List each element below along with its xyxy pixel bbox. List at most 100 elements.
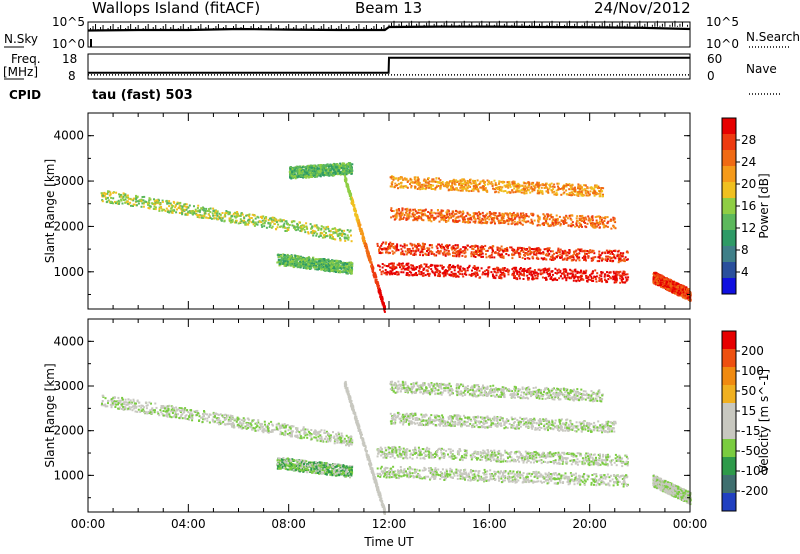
echo-cell bbox=[297, 255, 300, 258]
echo-cell bbox=[316, 258, 318, 261]
echo-cell bbox=[417, 242, 420, 245]
echo-cell bbox=[418, 265, 421, 268]
echo-cell bbox=[341, 169, 344, 171]
echo-cell bbox=[304, 262, 307, 265]
echo-cell bbox=[428, 180, 431, 183]
echo-cell bbox=[447, 245, 449, 248]
echo-cell bbox=[283, 254, 286, 256]
echo-cell bbox=[260, 224, 263, 226]
echo-cell bbox=[413, 252, 416, 255]
echo-cell bbox=[515, 250, 518, 253]
echo-cell bbox=[479, 186, 482, 189]
echo-cell bbox=[475, 188, 478, 191]
echo-cell bbox=[392, 215, 395, 218]
echo-cell bbox=[521, 219, 524, 222]
echo-cell bbox=[486, 212, 489, 215]
echo-cell bbox=[581, 272, 584, 275]
echo-cell bbox=[517, 252, 520, 255]
echo-cell bbox=[518, 183, 520, 186]
nave-label: Nave bbox=[746, 62, 777, 76]
echo-cell bbox=[581, 256, 584, 259]
echo-cell bbox=[557, 185, 559, 188]
echo-cell bbox=[291, 166, 294, 169]
echo-cell bbox=[494, 214, 497, 217]
echo-cell bbox=[297, 175, 300, 178]
echo-cell bbox=[615, 277, 618, 280]
echo-cell bbox=[289, 167, 292, 170]
echo-cell bbox=[575, 279, 578, 282]
echo-cell bbox=[593, 226, 596, 229]
echo-cell bbox=[327, 258, 330, 261]
echo-cell bbox=[453, 272, 456, 275]
echo-cell bbox=[448, 214, 451, 217]
echo-cell bbox=[445, 249, 448, 252]
echo-cell bbox=[435, 251, 438, 254]
echo-cell bbox=[443, 248, 446, 251]
echo-cell bbox=[492, 275, 494, 278]
echo-cell bbox=[405, 274, 408, 276]
echo-cell bbox=[480, 251, 483, 254]
echo-cell bbox=[401, 245, 404, 248]
echo-cell bbox=[107, 199, 110, 202]
echo-cell bbox=[141, 196, 144, 198]
echo-cell bbox=[470, 251, 473, 254]
echo-cell bbox=[307, 262, 310, 265]
echo-cell bbox=[393, 214, 396, 217]
echo-cell bbox=[333, 267, 336, 270]
echo-cell bbox=[499, 270, 502, 273]
echo-cell bbox=[325, 226, 328, 229]
echo-cell bbox=[300, 226, 303, 229]
echo-cell bbox=[481, 221, 484, 224]
echo-cell bbox=[413, 243, 416, 246]
echo-cell bbox=[279, 261, 282, 264]
echo-cell bbox=[445, 214, 448, 217]
echo-cell bbox=[506, 183, 509, 186]
echo-cell bbox=[409, 183, 412, 185]
echo-cell bbox=[456, 264, 459, 267]
echo-cell bbox=[158, 208, 161, 210]
echo-cell bbox=[297, 166, 300, 169]
echo-cell bbox=[462, 246, 465, 249]
echo-cell bbox=[474, 220, 477, 223]
echo-cell bbox=[549, 250, 552, 253]
echo-cell bbox=[110, 196, 113, 199]
echo-cell bbox=[582, 194, 585, 197]
echo-cell bbox=[545, 271, 548, 274]
echo-cell bbox=[570, 256, 573, 259]
echo-cell bbox=[333, 266, 336, 269]
echo-cell bbox=[503, 273, 506, 276]
echo-cell bbox=[481, 187, 484, 190]
echo-cell bbox=[480, 248, 483, 251]
echo-cell bbox=[587, 278, 590, 281]
echo-cell bbox=[421, 187, 424, 190]
echo-cell bbox=[269, 222, 272, 225]
echo-cell bbox=[197, 209, 200, 212]
echo-cell bbox=[466, 180, 469, 182]
echo-cell bbox=[336, 262, 339, 265]
echo-cell bbox=[405, 178, 408, 181]
echo-cell bbox=[560, 256, 563, 259]
echo-cell bbox=[462, 212, 465, 214]
echo-cell bbox=[282, 260, 285, 263]
echo-cell bbox=[319, 259, 322, 262]
echo-cell bbox=[171, 205, 174, 207]
echo-cell bbox=[455, 209, 457, 212]
echo-cell bbox=[337, 234, 340, 237]
echo-cell bbox=[213, 209, 216, 212]
echo-cell bbox=[626, 250, 629, 253]
echo-cell bbox=[296, 168, 299, 171]
echo-cell bbox=[156, 199, 159, 202]
echo-cell bbox=[311, 259, 314, 261]
echo-cell bbox=[598, 220, 601, 223]
echo-cell bbox=[305, 226, 308, 229]
echo-cell bbox=[267, 219, 270, 222]
echo-cell bbox=[596, 215, 599, 218]
echo-cell bbox=[554, 218, 556, 221]
echo-cell bbox=[107, 190, 109, 193]
echo-cell bbox=[544, 254, 547, 257]
echo-cell bbox=[435, 269, 438, 272]
echo-cell bbox=[389, 241, 392, 244]
echo-cell bbox=[120, 195, 123, 198]
echo-cell bbox=[176, 208, 178, 211]
echo-cell bbox=[240, 212, 243, 215]
